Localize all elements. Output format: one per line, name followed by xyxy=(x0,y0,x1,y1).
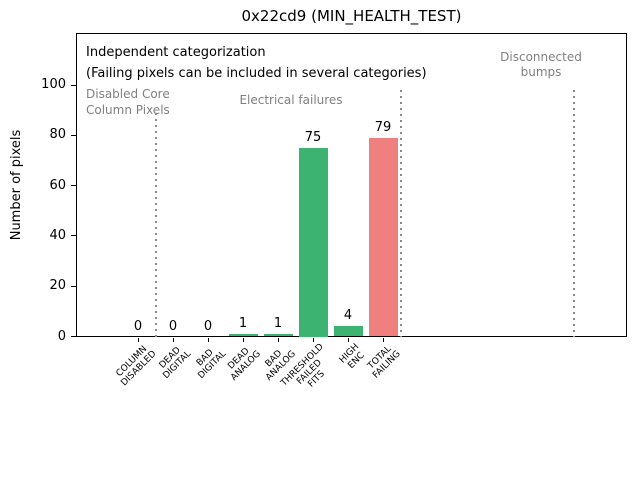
x-tick-mark xyxy=(137,338,139,342)
x-tick-label: HIGH ENC xyxy=(337,342,367,371)
bar xyxy=(298,147,328,337)
x-tick-mark xyxy=(207,338,209,342)
y-tick-label: 0 xyxy=(57,328,66,344)
bar-value-label: 1 xyxy=(238,315,248,331)
region-label-disabled-core-column-pixels: Disabled Core Column Pixels xyxy=(86,87,170,117)
bar-value-label: 1 xyxy=(273,315,283,331)
bar xyxy=(228,333,258,337)
region-label-electrical-failures: Electrical failures xyxy=(239,93,343,107)
y-tick-label: 40 xyxy=(49,227,66,243)
x-tick-mark xyxy=(277,338,279,342)
y-tick-mark xyxy=(71,235,76,237)
x-tick-mark xyxy=(242,338,244,342)
y-tick-label: 20 xyxy=(49,278,66,294)
annotation-independent-categorization: Independent categorization xyxy=(86,45,266,60)
bar xyxy=(333,326,363,337)
y-tick-label: 100 xyxy=(41,77,66,92)
y-tick-mark xyxy=(71,285,76,287)
plot-area xyxy=(76,33,627,337)
x-tick-label: BAD DIGITAL xyxy=(194,347,229,382)
bar-value-label: 0 xyxy=(133,318,143,334)
x-tick-label: COLUMN DISABLED xyxy=(114,344,159,389)
annotation-failing-pixels-note: (Failing pixels can be included in sever… xyxy=(86,66,427,81)
x-tick-label: DEAD ANALOG xyxy=(226,346,264,383)
x-tick-mark xyxy=(172,338,174,342)
separator-dotted-line xyxy=(399,90,402,337)
x-tick-mark xyxy=(347,338,349,342)
chart-title: 0x22cd9 (MIN_HEALTH_TEST) xyxy=(241,7,462,25)
y-tick-mark xyxy=(71,84,76,86)
y-tick-label: 60 xyxy=(49,177,66,193)
x-tick-label: DEAD DIGITAL xyxy=(157,345,194,382)
bar-value-label: 79 xyxy=(374,119,392,135)
separator-dotted-line xyxy=(154,113,157,337)
region-label-disconnected-bumps: Disconnected bumps xyxy=(500,50,582,79)
bar xyxy=(263,333,293,337)
bar-value-label: 0 xyxy=(168,318,178,334)
bar xyxy=(368,137,398,337)
y-tick-mark xyxy=(71,185,76,187)
x-tick-label: TOTAL FAILING xyxy=(366,344,404,381)
bar-value-label: 75 xyxy=(304,129,322,145)
x-tick-mark xyxy=(382,338,384,342)
y-tick-label: 80 xyxy=(49,127,66,143)
y-tick-mark xyxy=(71,336,76,337)
separator-dotted-line xyxy=(572,90,575,337)
y-tick-mark xyxy=(71,134,76,136)
x-tick-mark xyxy=(312,338,314,342)
bar-value-label: 4 xyxy=(343,308,353,324)
bar-value-label: 0 xyxy=(203,318,213,334)
